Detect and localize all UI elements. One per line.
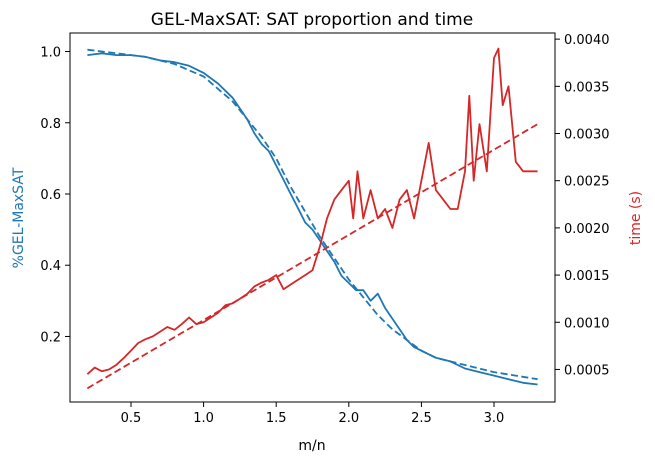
x-axis: 0.5 1.0 1.5 2.0 2.5 3.0: [121, 402, 505, 426]
x-tick-label: 2.0: [338, 411, 359, 426]
y-left-tick-label: 0.2: [40, 330, 61, 345]
y-right-tick-label: 0.0035: [564, 80, 610, 95]
y-right-tick-label: 0.0030: [564, 128, 610, 143]
x-tick-label: 3.0: [484, 411, 505, 426]
x-tick-label: 0.5: [121, 411, 142, 426]
x-tick-label: 1.5: [266, 411, 287, 426]
y-axis-left: 0.2 0.4 0.6 0.8 1.0: [40, 46, 70, 345]
y-axis-right-label: time (s): [628, 191, 644, 245]
y-right-tick-label: 0.0025: [564, 175, 610, 190]
y-left-tick-label: 0.4: [40, 259, 61, 274]
chart-title: GEL-MaxSAT: SAT proportion and time: [151, 10, 473, 30]
x-axis-label: m/n: [298, 438, 325, 454]
x-tick-label: 1.0: [193, 411, 214, 426]
time-fit-line: [86, 123, 539, 390]
y-right-tick-label: 0.0020: [564, 222, 610, 237]
y-right-tick-label: 0.0015: [564, 269, 610, 284]
y-right-tick-label: 0.0005: [564, 363, 610, 378]
y-right-tick-label: 0.0010: [564, 316, 610, 331]
series-layer: [86, 47, 539, 390]
y-left-tick-label: 1.0: [40, 46, 61, 61]
time-line: [86, 47, 538, 375]
y-left-tick-label: 0.8: [40, 117, 61, 132]
plot-area: [69, 32, 556, 403]
y-axis-right: 0.0005 0.0010 0.0015 0.0020 0.0025 0.0030 0.00…: [555, 33, 610, 378]
y-right-tick-label: 0.0040: [564, 33, 610, 48]
x-tick-label: 2.5: [411, 411, 432, 426]
y-axis-left-label: %GEL-MaxSAT: [11, 167, 27, 268]
y-left-tick-label: 0.6: [40, 188, 61, 203]
axes-frame: [69, 32, 556, 403]
